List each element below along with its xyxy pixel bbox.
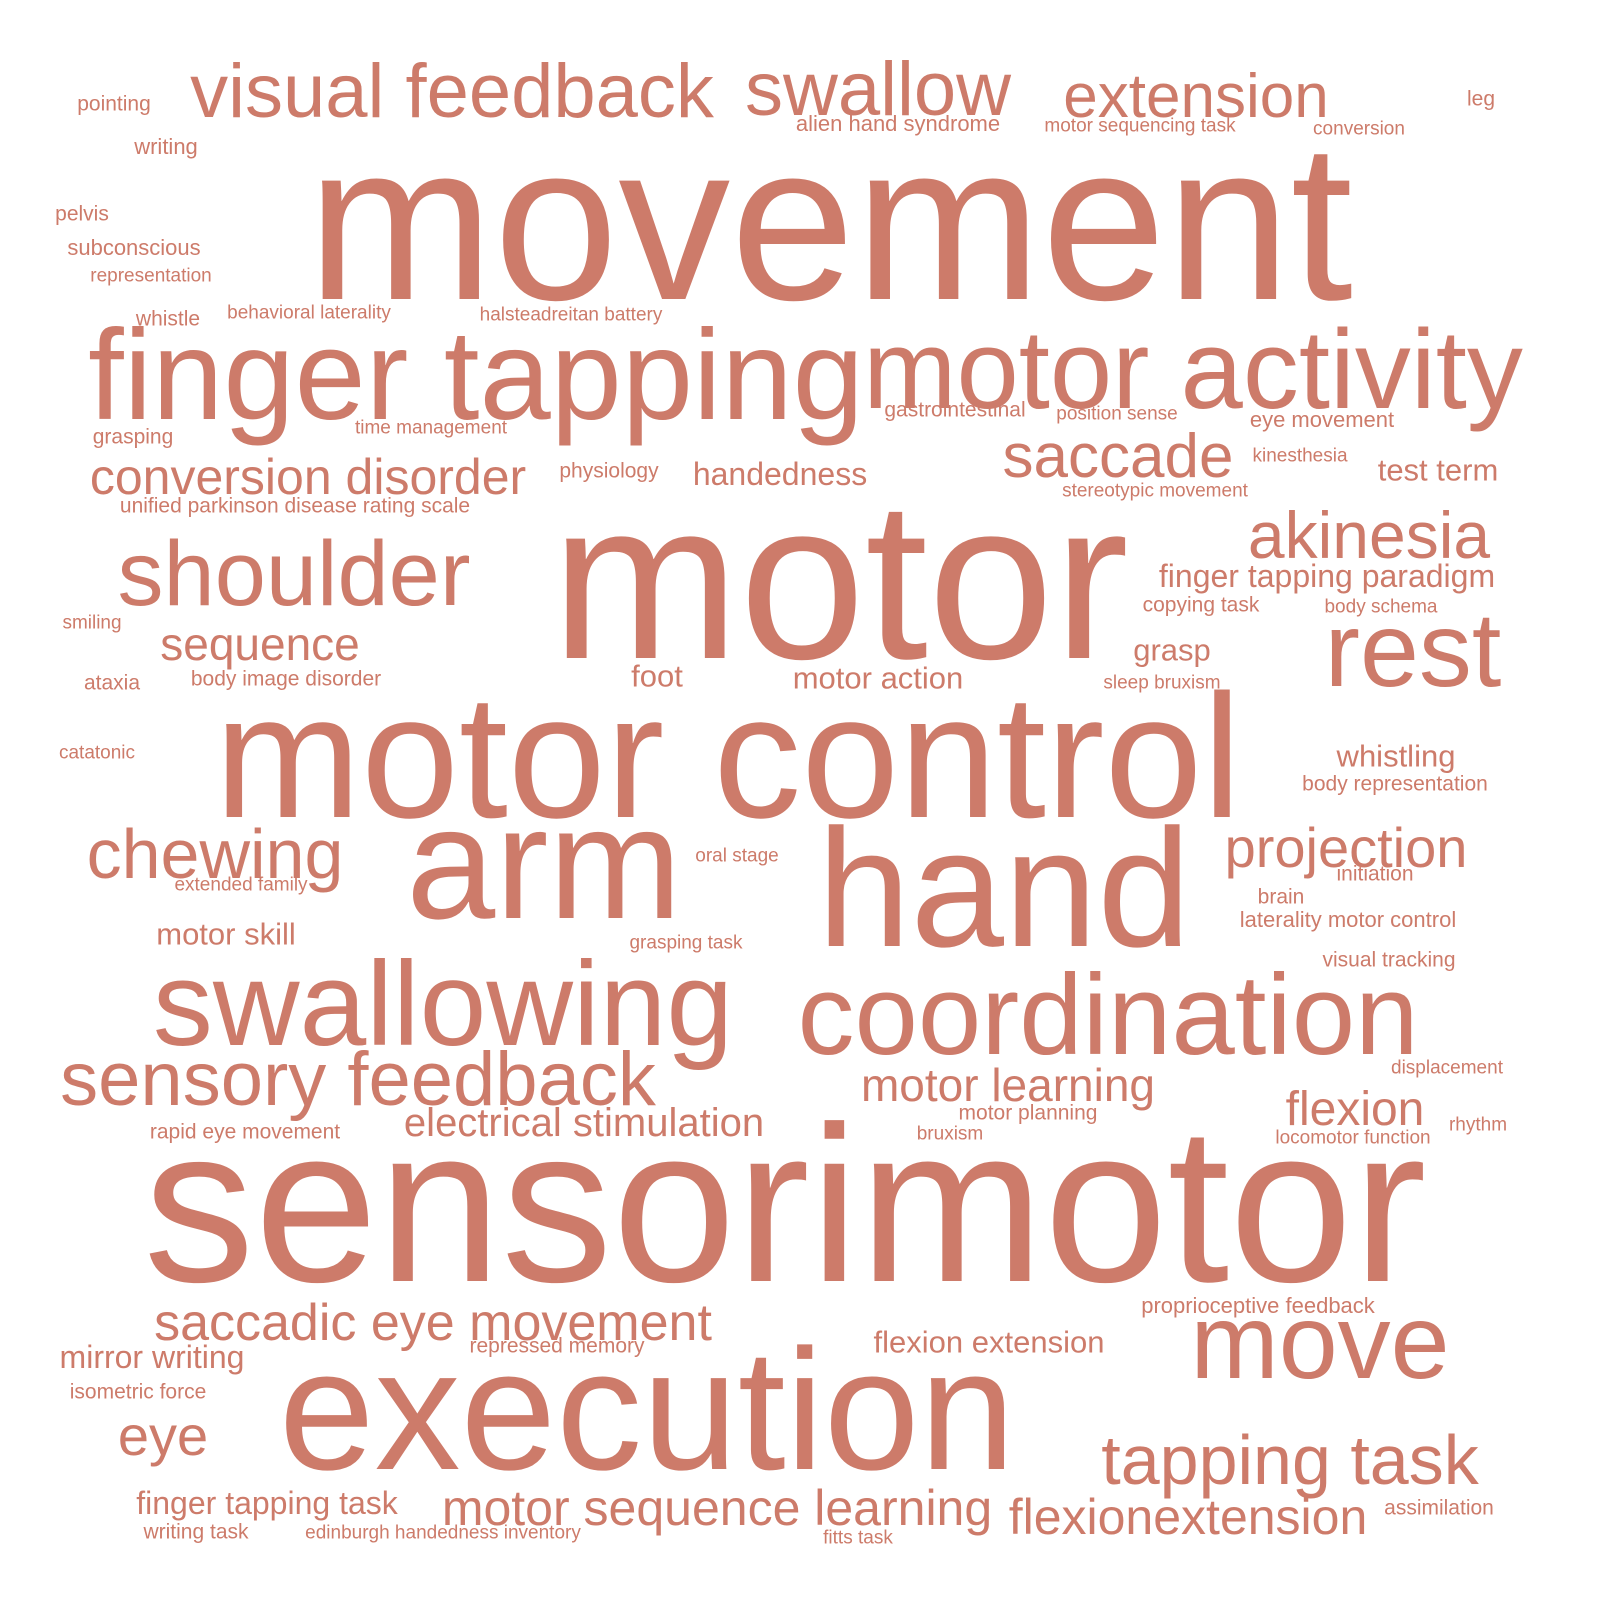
word: smiling bbox=[62, 612, 122, 634]
word: motor skill bbox=[156, 916, 296, 952]
word: ataxia bbox=[83, 671, 141, 695]
word: behavioral laterality bbox=[227, 302, 391, 324]
word: grasping task bbox=[629, 932, 743, 954]
word: finger tapping paradigm bbox=[1158, 558, 1496, 594]
word: position sense bbox=[1056, 403, 1178, 425]
word: motor control bbox=[214, 659, 1242, 855]
word: movement bbox=[307, 97, 1353, 347]
word: visual feedback bbox=[190, 49, 714, 134]
word: hand bbox=[817, 794, 1191, 982]
word: extension bbox=[1063, 62, 1329, 131]
word: chewing bbox=[86, 815, 344, 893]
word: representation bbox=[90, 265, 212, 287]
word: finger tapping task bbox=[136, 1485, 398, 1521]
word: tapping task bbox=[1101, 1421, 1479, 1499]
word: physiology bbox=[559, 459, 659, 483]
word: finger tapping bbox=[88, 304, 864, 447]
word: rapid eye movement bbox=[149, 1120, 341, 1144]
word: catatonic bbox=[58, 742, 136, 764]
word: body representation bbox=[1302, 772, 1488, 796]
word: bruxism bbox=[916, 1123, 984, 1145]
word: flexionextension bbox=[1008, 1489, 1368, 1545]
word: assimilation bbox=[1384, 1496, 1494, 1520]
word: extended family bbox=[174, 874, 308, 896]
word: brain bbox=[1257, 885, 1305, 909]
word: whistling bbox=[1336, 738, 1456, 774]
word: conversion bbox=[1313, 118, 1405, 140]
word: motor sequence learning bbox=[441, 1480, 993, 1536]
word: initiation bbox=[1336, 862, 1414, 886]
word: motor learning bbox=[860, 1059, 1156, 1111]
word: alien hand syndrome bbox=[795, 111, 1001, 136]
word: flexion extension bbox=[873, 1324, 1105, 1360]
word: test term bbox=[1377, 452, 1499, 488]
word: projection bbox=[1224, 816, 1468, 879]
word: unified parkinson disease rating scale bbox=[119, 494, 471, 518]
word: whistle bbox=[135, 307, 201, 331]
word: stereotypic movement bbox=[1062, 480, 1248, 502]
word: sleep bruxism bbox=[1103, 672, 1221, 694]
word: eye bbox=[117, 1404, 209, 1467]
word: flexion bbox=[1285, 1083, 1425, 1136]
word: locomotor function bbox=[1275, 1127, 1431, 1149]
word: motor activity bbox=[863, 307, 1523, 432]
word: oral stage bbox=[695, 845, 779, 867]
word: sensorimotor bbox=[143, 1081, 1427, 1329]
word: motor bbox=[551, 453, 1129, 706]
word: coordination bbox=[797, 952, 1419, 1079]
word: swallowing bbox=[152, 937, 734, 1071]
word: rest bbox=[1324, 591, 1502, 709]
word: fitts task bbox=[823, 1527, 893, 1549]
word: motor planning bbox=[958, 1101, 1098, 1125]
word: isometric force bbox=[69, 1380, 207, 1404]
word: displacement bbox=[1391, 1057, 1503, 1079]
word: kinesthesia bbox=[1252, 445, 1348, 467]
word: eye movement bbox=[1249, 407, 1395, 432]
word: time management bbox=[354, 417, 508, 439]
word: rhythm bbox=[1448, 1114, 1508, 1136]
word: sensory feedback bbox=[60, 1037, 656, 1122]
word: body image disorder bbox=[190, 667, 382, 691]
word: akinesia bbox=[1247, 498, 1491, 572]
word: saccadic eye movement bbox=[154, 1294, 712, 1352]
word: leg bbox=[1466, 87, 1496, 111]
word: conversion disorder bbox=[89, 449, 527, 505]
word: halsteadreitan battery bbox=[479, 304, 663, 326]
word: proprioceptive feedback bbox=[1141, 1293, 1375, 1318]
word: arm bbox=[406, 773, 682, 952]
word: move bbox=[1190, 1283, 1450, 1401]
word: subconscious bbox=[67, 235, 201, 260]
word: gastrointestinal bbox=[884, 398, 1026, 422]
word: laterality motor control bbox=[1239, 907, 1457, 932]
word: electrical stimulation bbox=[403, 1101, 765, 1145]
word: foot bbox=[631, 658, 683, 694]
word: swallow bbox=[744, 47, 1012, 132]
word: repressed memory bbox=[469, 1334, 645, 1358]
word: handedness bbox=[692, 456, 868, 492]
word: body schema bbox=[1324, 596, 1438, 618]
word: pointing bbox=[77, 92, 151, 116]
word: grasping bbox=[92, 425, 174, 449]
word: writing task bbox=[143, 1520, 249, 1544]
word: sequence bbox=[160, 618, 360, 670]
word: execution bbox=[278, 1314, 1016, 1506]
word: motor action bbox=[792, 660, 964, 696]
word: edinburgh handedness inventory bbox=[305, 1522, 581, 1544]
word: motor sequencing task bbox=[1044, 115, 1236, 137]
word: copying task bbox=[1142, 593, 1260, 617]
word: writing bbox=[134, 134, 198, 159]
word: shoulder bbox=[117, 523, 471, 625]
word: visual tracking bbox=[1322, 948, 1456, 972]
word: saccade bbox=[1002, 422, 1234, 491]
word: grasp bbox=[1133, 632, 1211, 668]
word: mirror writing bbox=[59, 1339, 245, 1375]
word: pelvis bbox=[55, 202, 109, 226]
